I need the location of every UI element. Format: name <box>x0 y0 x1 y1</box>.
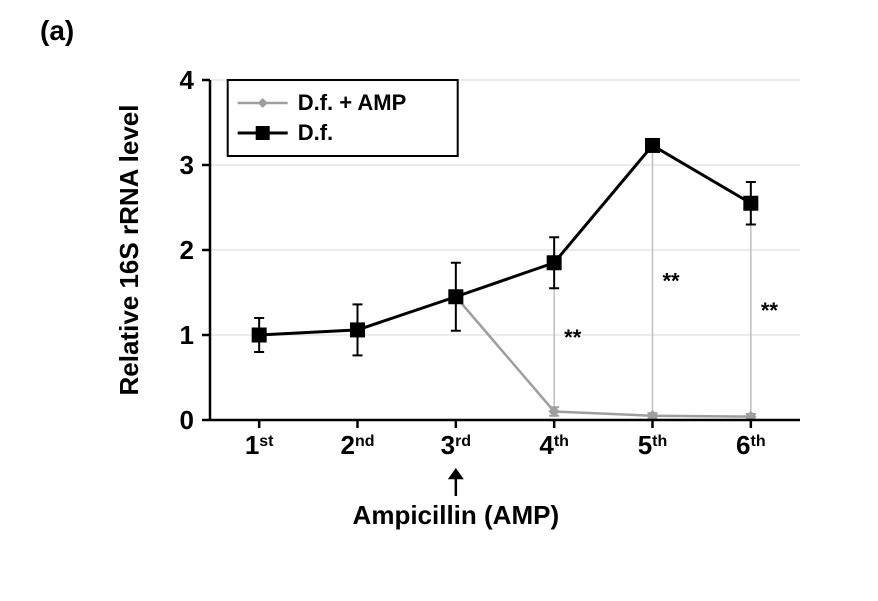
svg-text:6th: 6th <box>736 430 766 460</box>
svg-text:3: 3 <box>180 150 194 180</box>
svg-text:**: ** <box>761 298 779 323</box>
svg-text:5th: 5th <box>638 430 668 460</box>
svg-text:**: ** <box>564 325 582 350</box>
svg-text:4th: 4th <box>539 430 569 460</box>
svg-text:D.f.: D.f. <box>298 120 333 145</box>
svg-text:2: 2 <box>180 235 194 265</box>
svg-text:2nd: 2nd <box>340 430 374 460</box>
svg-text:1st: 1st <box>245 430 274 460</box>
panel-label: (a) <box>40 15 74 47</box>
svg-text:Relative 16S rRNA level: Relative 16S rRNA level <box>114 105 144 396</box>
svg-text:0: 0 <box>180 405 194 435</box>
svg-text:4: 4 <box>180 65 195 95</box>
svg-text:D.f. + AMP: D.f. + AMP <box>298 90 407 115</box>
figure-container: (a) ** ** ** 0 1 2 3 4 1st 2nd 3rd 4th 5th 6th Relativ… <box>0 0 878 601</box>
chart-area: ** ** ** 0 1 2 3 4 1st 2nd 3rd 4th 5th 6th Relative 16… <box>100 50 820 530</box>
svg-text:**: ** <box>663 269 681 294</box>
chart-svg: ** ** ** 0 1 2 3 4 1st 2nd 3rd 4th 5th 6th Relative 16… <box>100 50 820 530</box>
svg-text:3rd: 3rd <box>441 430 471 460</box>
svg-text:1: 1 <box>180 320 194 350</box>
svg-text:Ampicillin (AMP): Ampicillin (AMP) <box>353 500 560 530</box>
